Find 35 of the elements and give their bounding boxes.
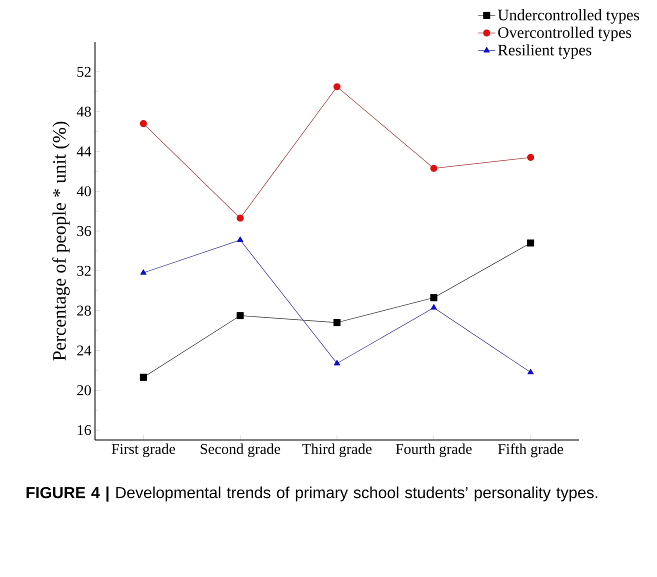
point xyxy=(333,83,341,90)
legend-label: Undercontrolled types xyxy=(498,9,640,24)
y-tick-label: 44 xyxy=(76,146,92,156)
x-tick-label: Fifth grade xyxy=(498,444,564,458)
point xyxy=(527,368,534,374)
point xyxy=(140,374,147,381)
point xyxy=(140,120,147,128)
point xyxy=(236,214,244,222)
y-tick-label: 20 xyxy=(77,385,91,396)
point xyxy=(527,239,534,247)
x-tick-label: Second grade xyxy=(200,444,280,458)
y-tick-label: 48 xyxy=(76,106,91,117)
point xyxy=(237,236,244,242)
y-tick-label: 32 xyxy=(77,266,91,276)
text: FIGURE 4 | Developmental trends of primary school students’ personality types. xyxy=(26,486,598,502)
legend-label: Resilient types xyxy=(498,44,592,59)
legend-label: Overcontrolled types xyxy=(498,26,632,42)
y-axis-title: Percentage of people * unit (%) xyxy=(52,122,70,361)
y-tick-label: 24 xyxy=(77,346,92,356)
y-tick-label: 28 xyxy=(77,306,91,316)
point xyxy=(333,319,341,326)
y-tick-label: 40 xyxy=(76,186,91,196)
x-tick-label: Fourth grade xyxy=(396,444,472,458)
x-tick-label: First grade xyxy=(112,444,176,458)
point xyxy=(430,294,438,302)
x-tick-label: Third grade xyxy=(302,444,372,458)
point xyxy=(430,164,438,172)
y-tick-label: 52 xyxy=(77,66,91,77)
point xyxy=(334,360,340,366)
y-tick-label: 16 xyxy=(78,425,92,436)
point xyxy=(527,154,534,161)
point xyxy=(140,269,147,275)
point xyxy=(430,304,437,310)
point xyxy=(236,312,244,320)
y-tick-label: 36 xyxy=(77,226,92,236)
